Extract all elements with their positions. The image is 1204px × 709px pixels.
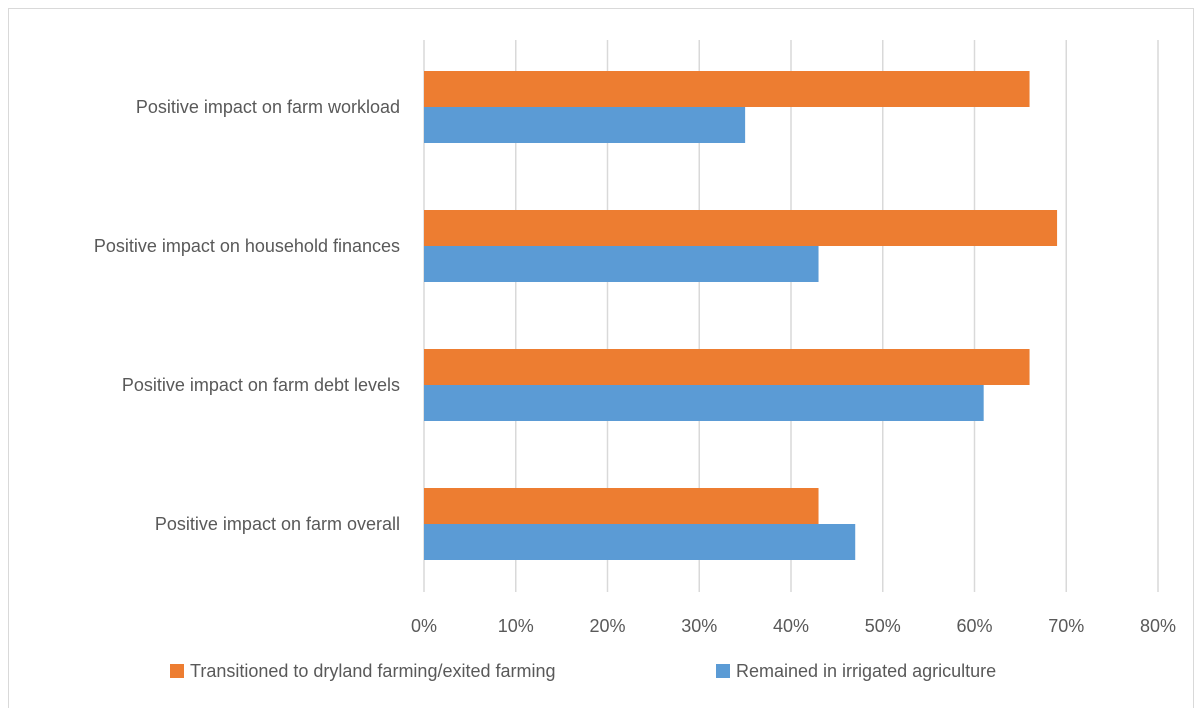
- category-label: Positive impact on farm debt levels: [122, 375, 400, 395]
- category-label: Positive impact on farm workload: [136, 97, 400, 117]
- x-tick-label: 10%: [498, 616, 534, 636]
- x-tick-label: 30%: [681, 616, 717, 636]
- bar-transitioned-0: [424, 71, 1030, 107]
- x-tick-label: 0%: [411, 616, 437, 636]
- legend: Transitioned to dryland farming/exited f…: [170, 661, 996, 681]
- x-axis-tick-labels: 0% 10% 20% 30% 40% 50% 60% 70% 80%: [411, 616, 1176, 636]
- x-tick-label: 60%: [956, 616, 992, 636]
- x-tick-label: 20%: [589, 616, 625, 636]
- bar-remained-2: [424, 385, 984, 421]
- bar-transitioned-3: [424, 488, 819, 524]
- legend-label: Transitioned to dryland farming/exited f…: [190, 661, 556, 681]
- category-label: Positive impact on household finances: [94, 236, 400, 256]
- bar-remained-0: [424, 107, 746, 143]
- x-tick-label: 70%: [1048, 616, 1084, 636]
- bar-remained-3: [424, 524, 856, 560]
- legend-label: Remained in irrigated agriculture: [736, 661, 996, 681]
- x-tick-label: 80%: [1140, 616, 1176, 636]
- bars: [424, 71, 1058, 560]
- bar-transitioned-2: [424, 349, 1030, 385]
- x-tick-label: 50%: [865, 616, 901, 636]
- category-labels: Positive impact on farm workload Positive…: [94, 97, 400, 534]
- bar-remained-1: [424, 246, 819, 282]
- bar-transitioned-1: [424, 210, 1058, 246]
- legend-swatch: [716, 664, 730, 678]
- category-label: Positive impact on farm overall: [155, 514, 400, 534]
- chart-frame: [8, 8, 1194, 708]
- x-tick-label: 40%: [773, 616, 809, 636]
- legend-swatch: [170, 664, 184, 678]
